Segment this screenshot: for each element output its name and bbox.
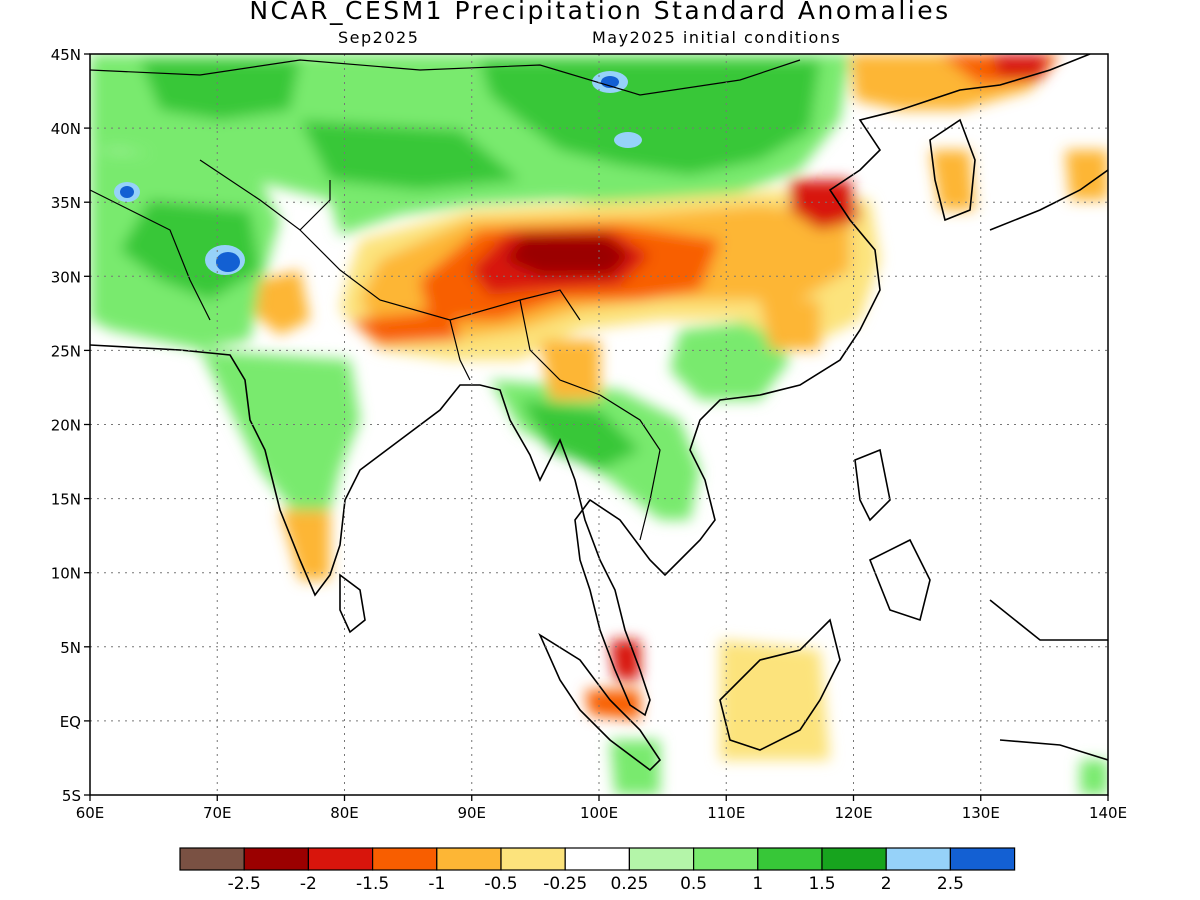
- colorbar-swatch: [307, 847, 374, 871]
- lon-tick-label: 140E: [1089, 804, 1127, 822]
- lon-tick-label: 80E: [330, 804, 359, 822]
- colorbar-swatch: [757, 847, 823, 871]
- lat-tick-label: 40N: [51, 120, 81, 138]
- subtitle-month: Sep2025: [338, 28, 420, 47]
- lon-tick-label: 100E: [580, 804, 618, 822]
- colorbar-swatch: [692, 847, 759, 871]
- colorbar-label: -2.5: [228, 874, 261, 894]
- colorbar-label: -0.25: [543, 874, 587, 894]
- lon-tick-label: 60E: [76, 804, 105, 822]
- colorbar-label: 2: [881, 874, 892, 894]
- lat-tick-label: 5N: [60, 639, 81, 657]
- lon-tick-label: 130E: [962, 804, 1000, 822]
- lat-tick-label: EQ: [60, 713, 81, 731]
- chart-title: NCAR_CESM1 Precipitation Standard Anomal…: [249, 0, 951, 25]
- anomaly-field: [90, 54, 1108, 795]
- latitude-axis: 45N 40N 35N 30N 25N 20N 15N 10N 5N EQ 5S: [51, 46, 90, 805]
- colorbar-swatch: [949, 847, 1016, 871]
- colorbar-swatch: [372, 847, 438, 871]
- colorbar-label: 0.25: [610, 874, 648, 894]
- colorbar-label: -2: [300, 874, 317, 894]
- gridlines: [90, 54, 1108, 795]
- colorbar-swatch: [821, 847, 887, 871]
- colorbar: -2.5 -2 -1.5 -1 -0.5 -0.25 0.25 0.5 1 1.5 2 2.5: [179, 847, 1016, 894]
- coastlines: [90, 54, 1108, 772]
- longitude-axis: 60E 70E 80E 90E 100E 110E 120E 130E 140E: [76, 795, 1127, 822]
- lat-tick-label: 15N: [51, 491, 81, 509]
- lon-tick-label: 110E: [707, 804, 745, 822]
- lat-tick-label: 25N: [51, 342, 81, 360]
- lat-tick-label: 35N: [51, 194, 81, 212]
- wet-anomaly-india: [200, 350, 360, 520]
- colorbar-label: -1: [428, 874, 445, 894]
- colorbar-swatch: [885, 847, 952, 871]
- lat-tick-label: 20N: [51, 417, 81, 435]
- lat-tick-label: 30N: [51, 268, 81, 286]
- colorbar-label: -0.5: [484, 874, 517, 894]
- colorbar-swatch: [243, 847, 309, 871]
- colorbar-swatch: [564, 847, 631, 871]
- colorbar-label: 0.5: [680, 874, 707, 894]
- colorbar-swatch: [628, 847, 695, 871]
- colorbar-label: 2.5: [937, 874, 964, 894]
- colorbar-swatch: [179, 847, 245, 871]
- lat-tick-label: 5S: [62, 787, 81, 805]
- colorbar-label: -1.5: [356, 874, 389, 894]
- lat-tick-label: 10N: [51, 565, 81, 583]
- lon-tick-label: 70E: [203, 804, 232, 822]
- colorbar-label: 1: [752, 874, 763, 894]
- colorbar-swatch: [500, 847, 566, 871]
- lon-tick-label: 120E: [834, 804, 872, 822]
- colorbar-label: 1.5: [808, 874, 835, 894]
- subtitle-init: May2025 initial conditions: [592, 28, 842, 47]
- country-borders: [90, 59, 801, 541]
- wet-anomaly-south-china: [670, 320, 790, 400]
- wet-anomaly-mongolia: [480, 60, 820, 175]
- colorbar-swatch: [436, 847, 502, 871]
- lon-tick-label: 90E: [457, 804, 486, 822]
- lat-tick-label: 45N: [51, 46, 81, 64]
